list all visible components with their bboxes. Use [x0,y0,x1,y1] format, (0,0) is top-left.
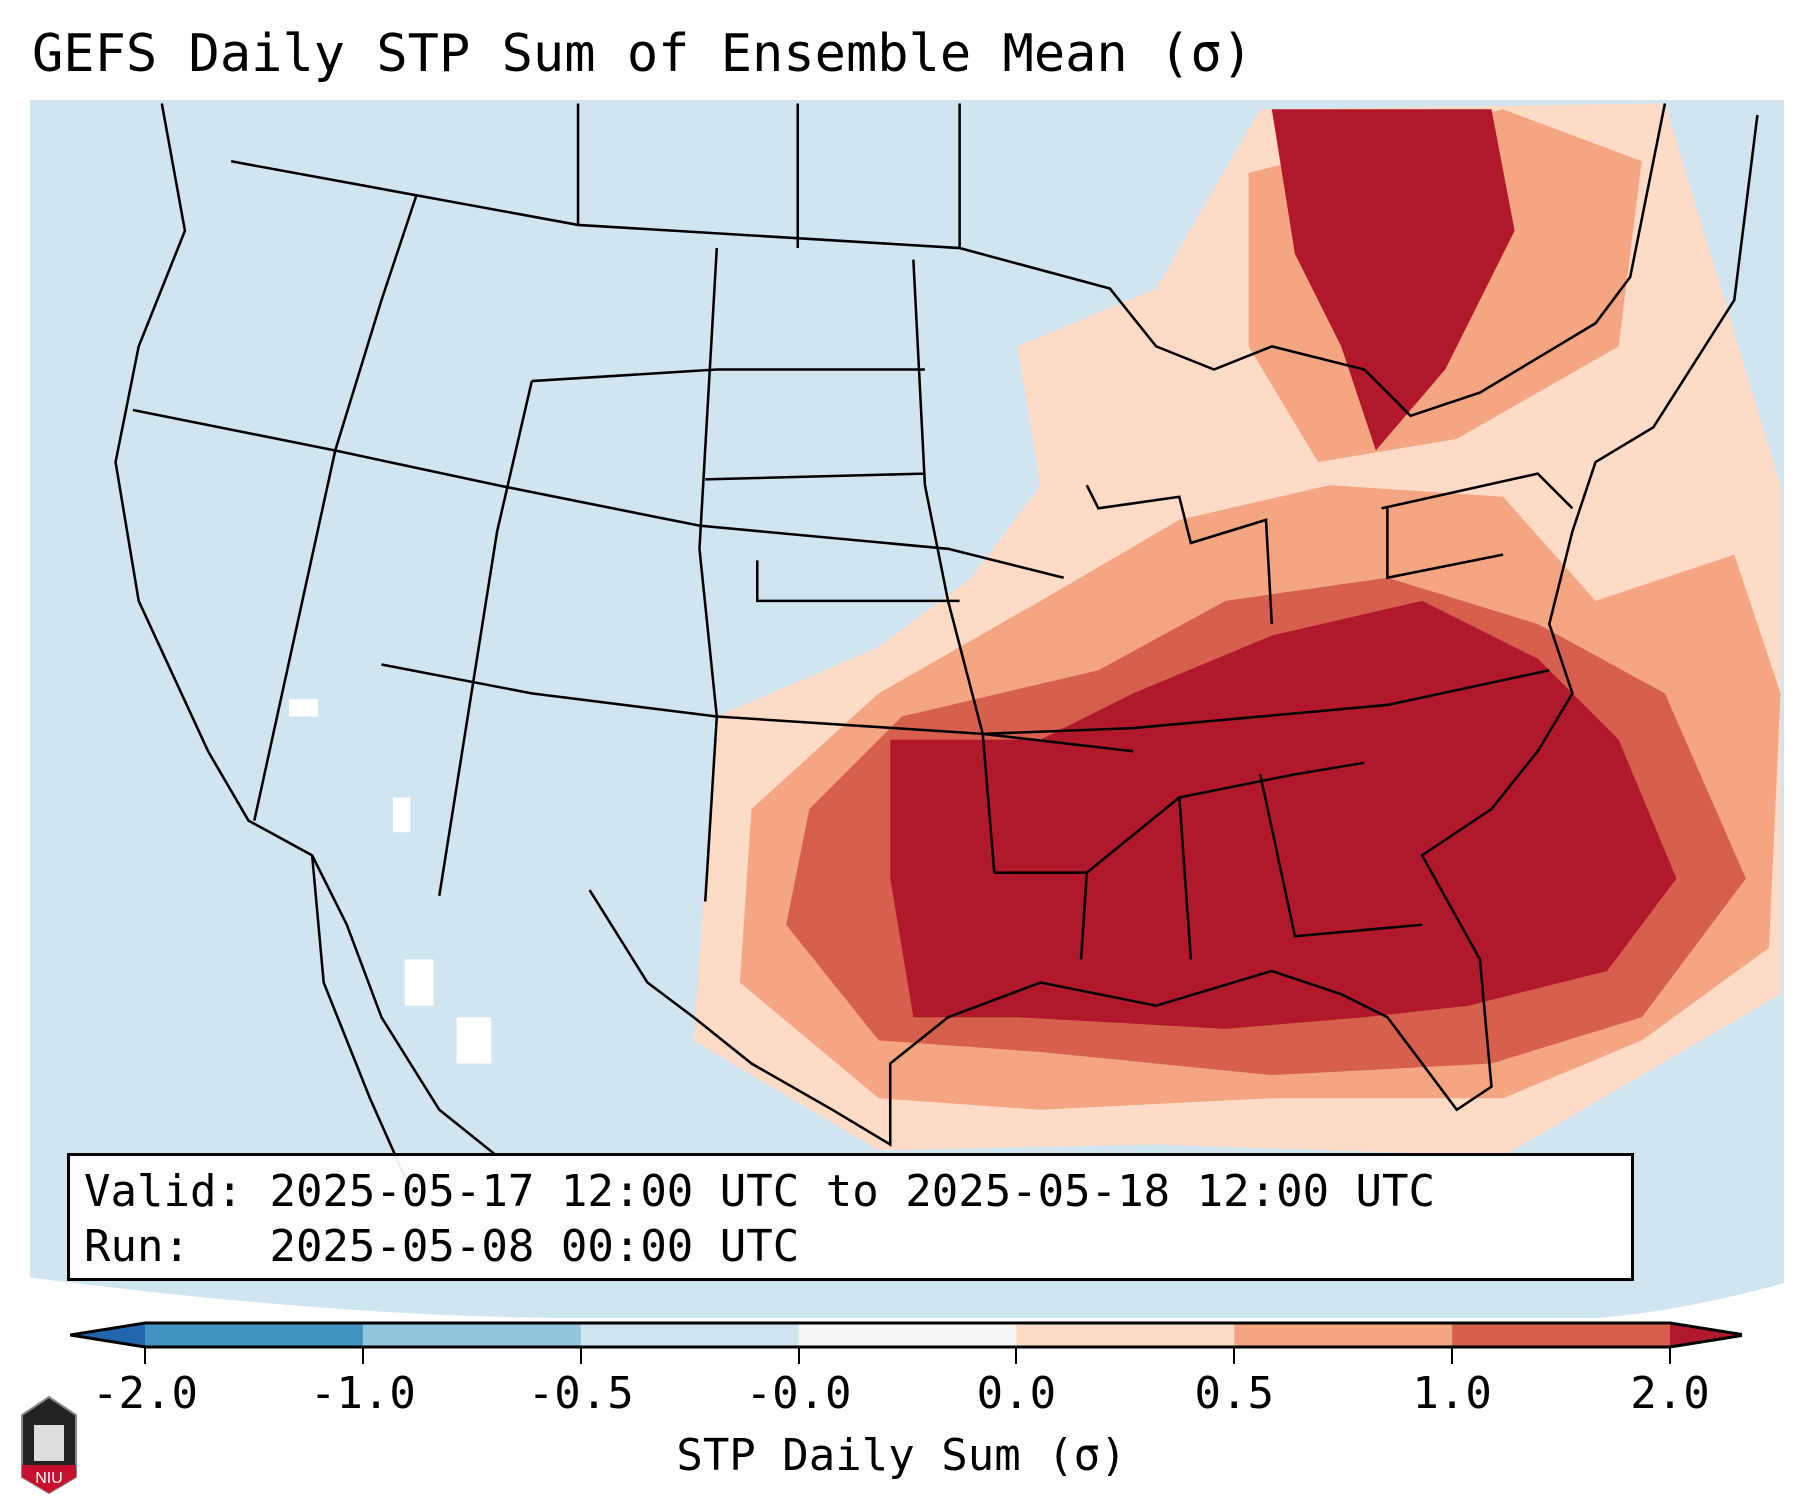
colorbar-segment [580,1323,800,1347]
colorbar-tick-label: -1.0 [309,1368,416,1419]
coastline [114,103,1759,1203]
colorbar-segment [798,1323,1017,1347]
colorbar-tick-label: 0.0 [976,1368,1057,1419]
colorbar-tick-mark [579,1348,582,1364]
colorbar-tick-label: -2.0 [92,1368,198,1419]
colorbar-segment [1452,1323,1671,1347]
colorbar-tick-label: -0.5 [527,1368,634,1419]
colorbar-tick-label: 0.5 [1194,1368,1275,1419]
colorbar-extend-low [70,1323,145,1347]
colorbar-extend-high [1670,1323,1742,1347]
colorbar-tick-label: -0.0 [745,1368,852,1419]
run-value: 2025-05-08 00:00 UTC [269,1221,800,1272]
valid-label: Valid: [84,1166,243,1217]
colorbar-outline [70,1321,1742,1349]
colorbar-segment [145,1323,364,1347]
colorbar-tick-mark [1233,1348,1236,1364]
colorbar-tick-mark [1015,1348,1018,1364]
validity-legend: Valid: 2025-05-17 12:00 UTC to 2025-05-1… [67,1153,1634,1281]
state-lines [132,103,1574,960]
valid-value: 2025-05-17 12:00 UTC to 2025-05-18 12:00… [269,1166,1436,1217]
map-title: GEFS Daily STP Sum of Ensemble Mean (σ) [32,24,1253,84]
niu-logo: NIU [21,1395,77,1495]
run-label: Run: [84,1221,190,1272]
colorbar-tick-mark [1669,1348,1671,1364]
colorbar-tick-mark [361,1348,364,1364]
outside-projection [30,1277,1784,1318]
colorbar-tick-label: 1.0 [1412,1368,1492,1419]
colorbar-tick-label: 2.0 [1630,1368,1710,1419]
stp-field-extreme [890,109,1677,1029]
colorbar-tick-mark [797,1348,800,1364]
stp-map [30,100,1784,1318]
colorbar-tick-mark [144,1348,146,1364]
boundaries [114,103,1759,1203]
colorbar-tick-mark [1451,1348,1454,1364]
colorbar [70,1321,1742,1349]
colorbar-segment [1234,1323,1453,1347]
svg-text:NIU: NIU [35,1470,63,1487]
mexico-low-values [288,699,492,1064]
colorbar-segment [362,1323,582,1347]
colorbar-segment [1016,1323,1235,1347]
colorbar-label: STP Daily Sum (σ) [676,1430,1127,1481]
